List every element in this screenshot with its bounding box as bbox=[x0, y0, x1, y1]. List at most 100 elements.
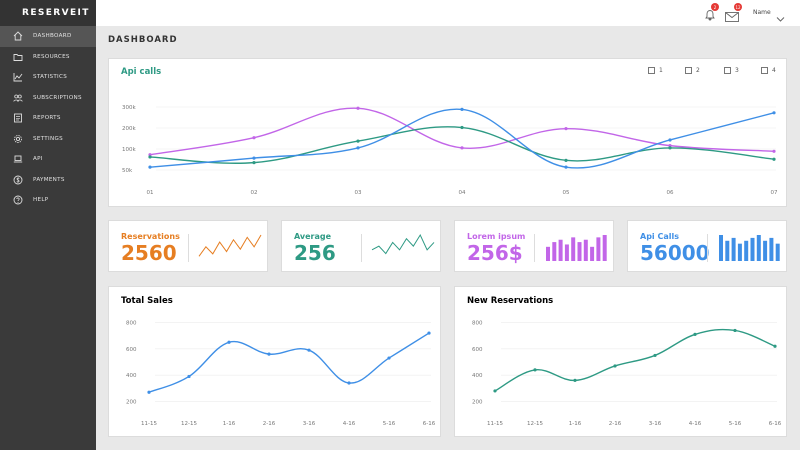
sidebar-item-statistics[interactable]: STATISTICS bbox=[0, 67, 96, 88]
total-sales-card bbox=[108, 286, 441, 437]
y-tick-label: 200k bbox=[122, 126, 136, 132]
total-sales-title: Total Sales bbox=[121, 296, 173, 306]
stat-card-api-calls: Api Calls 56000 bbox=[627, 220, 787, 272]
legend-item-4[interactable]: 4 bbox=[761, 67, 776, 74]
x-tick-label: 11-15 bbox=[487, 421, 503, 427]
y-tick-label: 600 bbox=[472, 347, 483, 353]
data-point bbox=[307, 348, 311, 352]
sidebar-item-label: HELP bbox=[33, 197, 49, 204]
sparkline-bar bbox=[725, 240, 730, 261]
x-tick-label: 1-16 bbox=[223, 421, 236, 427]
sparkline-series bbox=[371, 233, 435, 255]
report-icon bbox=[12, 113, 23, 124]
sparkline-series bbox=[198, 234, 262, 257]
data-point bbox=[356, 146, 360, 150]
data-point bbox=[356, 106, 360, 110]
legend-item-2[interactable]: 2 bbox=[685, 67, 700, 74]
mail-icon[interactable]: 12 bbox=[725, 3, 742, 22]
data-point bbox=[356, 139, 360, 143]
x-tick-label: 12-15 bbox=[181, 421, 197, 427]
x-tick-label: 06 bbox=[667, 190, 674, 196]
sparkline-bar bbox=[602, 235, 607, 261]
sidebar: RESERVEIT DASHBOARD RESOURCES STATISTICS SU… bbox=[0, 0, 96, 450]
x-tick-label: 3-16 bbox=[303, 421, 316, 427]
sparkline-bar bbox=[763, 240, 768, 261]
api-calls-chart: 50k 100k 200k 300k 01 02 03 04 05 06 07 bbox=[122, 105, 778, 196]
sparkline-api-calls bbox=[719, 235, 780, 261]
legend-item-1[interactable]: 1 bbox=[648, 67, 663, 74]
sidebar-item-label: DASHBOARD bbox=[33, 33, 72, 40]
data-point bbox=[493, 389, 497, 393]
sparkline-bar bbox=[769, 237, 774, 261]
y-tick-label: 400 bbox=[472, 373, 483, 379]
x-tick-label: 02 bbox=[251, 190, 258, 196]
data-point bbox=[252, 136, 256, 140]
bell-icon[interactable]: 2 bbox=[704, 3, 719, 21]
legend-item-3[interactable]: 3 bbox=[724, 67, 739, 74]
gear-icon bbox=[12, 133, 23, 144]
data-point bbox=[460, 146, 464, 150]
data-point bbox=[147, 390, 151, 394]
data-point bbox=[693, 332, 697, 336]
sparkline-bar bbox=[596, 237, 601, 261]
sparkline-bar bbox=[564, 244, 569, 261]
data-point bbox=[427, 331, 431, 335]
x-tick-label: 3-16 bbox=[649, 421, 662, 427]
data-point bbox=[533, 368, 537, 372]
data-point bbox=[347, 381, 351, 385]
y-tick-label: 400 bbox=[126, 373, 137, 379]
x-tick-label: 2-16 bbox=[263, 421, 276, 427]
data-point bbox=[653, 353, 657, 358]
legend-checkbox[interactable] bbox=[685, 67, 692, 74]
y-tick-label: 100k bbox=[122, 147, 136, 153]
sidebar-item-payments[interactable]: PAYMENTS bbox=[0, 170, 96, 191]
stat-label: Reservations bbox=[121, 232, 180, 241]
sidebar-item-subscriptions[interactable]: SUBSCRIPTIONS bbox=[0, 88, 96, 109]
x-tick-label: 6-16 bbox=[423, 421, 436, 427]
sparkline-reservations bbox=[198, 234, 262, 257]
sidebar-item-api[interactable]: API bbox=[0, 149, 96, 170]
sparkline-bar bbox=[744, 240, 749, 261]
stat-value: 2560 bbox=[121, 241, 177, 265]
sidebar-item-dashboard[interactable]: DASHBOARD bbox=[0, 26, 96, 47]
sparkline-bar bbox=[552, 242, 557, 261]
x-tick-label: 2-16 bbox=[609, 421, 622, 427]
data-point bbox=[387, 356, 391, 360]
legend-checkbox[interactable] bbox=[724, 67, 731, 74]
sidebar-item-help[interactable]: HELP bbox=[0, 190, 96, 211]
divider bbox=[707, 234, 708, 262]
sidebar-item-resources[interactable]: RESOURCES bbox=[0, 47, 96, 68]
sparkline-bar bbox=[571, 237, 576, 261]
sidebar-item-label: STATISTICS bbox=[33, 74, 68, 81]
user-name[interactable]: Name bbox=[753, 9, 771, 16]
sparkline-bar bbox=[775, 243, 780, 261]
data-point bbox=[773, 344, 777, 348]
data-point bbox=[573, 378, 577, 382]
y-tick-label: 50k bbox=[122, 168, 133, 174]
data-point bbox=[187, 374, 191, 379]
x-tick-label: 07 bbox=[771, 190, 778, 196]
data-point bbox=[252, 161, 256, 165]
x-tick-label: 6-16 bbox=[769, 421, 782, 427]
data-point bbox=[564, 165, 568, 169]
sidebar-item-label: REPORTS bbox=[33, 115, 61, 122]
x-tick-label: 5-16 bbox=[729, 421, 742, 427]
legend-checkbox[interactable] bbox=[761, 67, 768, 74]
sparkline-bar bbox=[719, 235, 723, 261]
sidebar-item-reports[interactable]: REPORTS bbox=[0, 108, 96, 129]
sidebar-item-label: RESOURCES bbox=[33, 53, 70, 60]
legend-checkbox[interactable] bbox=[648, 67, 655, 74]
divider bbox=[188, 234, 189, 262]
data-point bbox=[460, 107, 464, 111]
x-tick-label: 1-16 bbox=[569, 421, 582, 427]
sidebar-item-settings[interactable]: SETTINGS bbox=[0, 129, 96, 150]
notifications-badge: 2 bbox=[711, 3, 719, 11]
chevron-down-icon[interactable] bbox=[776, 8, 785, 22]
home-icon bbox=[12, 31, 23, 42]
stat-label: Average bbox=[294, 232, 332, 241]
data-point bbox=[772, 149, 776, 153]
data-point bbox=[227, 340, 231, 344]
data-point bbox=[460, 125, 464, 130]
y-tick-label: 200 bbox=[126, 399, 137, 405]
sparkline-lorem-ipsum bbox=[546, 235, 607, 261]
